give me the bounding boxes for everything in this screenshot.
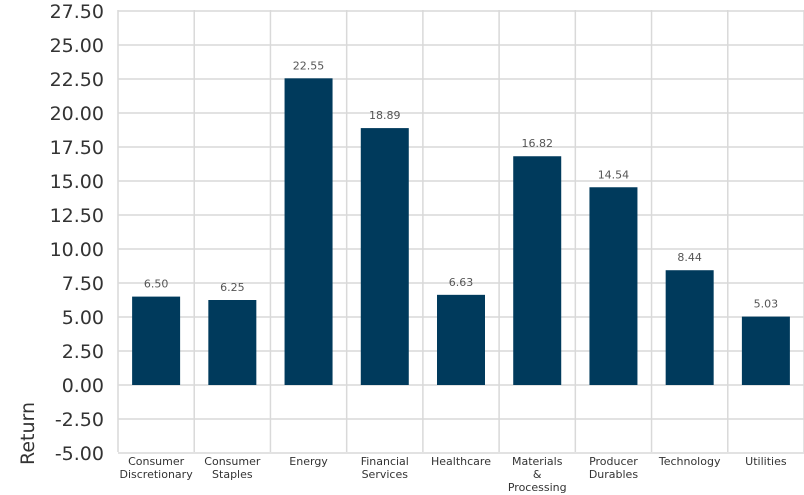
x-tick-label: Consumer Staples <box>204 455 261 481</box>
data-label: 6.50 <box>144 278 169 291</box>
y-tick-label: 5.00 <box>62 307 104 329</box>
y-tick-label: 0.00 <box>62 375 104 397</box>
data-label: 5.03 <box>754 298 779 311</box>
x-tick-label: Financial Services <box>361 455 409 481</box>
data-label: 8.44 <box>677 251 702 264</box>
bar <box>360 128 409 385</box>
x-tick-label: Healthcare <box>431 455 491 468</box>
y-tick-label: -2.50 <box>55 409 104 431</box>
y-tick-label: 22.50 <box>50 69 104 91</box>
bar <box>665 270 714 385</box>
y-tick-label: 12.50 <box>50 205 104 227</box>
x-tick-label: Technology <box>658 455 721 468</box>
data-labels: 6.50 6.25 22.55 18.89 6.63 16.82 14.54 8.44 5.03 <box>144 59 778 310</box>
data-label: 16.82 <box>521 137 553 150</box>
data-label: 22.55 <box>293 59 325 72</box>
bar <box>437 294 485 385</box>
bar <box>284 78 333 385</box>
y-tick-label: 27.50 <box>50 1 104 23</box>
y-tick-label: 15.00 <box>50 171 104 193</box>
x-tick-label: Energy <box>289 455 328 468</box>
data-label: 14.54 <box>598 168 630 181</box>
x-tick-label: Producer Durables <box>589 455 639 481</box>
bar <box>208 300 257 385</box>
bar <box>513 156 562 385</box>
data-label: 6.63 <box>449 276 474 289</box>
bars <box>132 78 790 385</box>
x-tick-label: Materials & Processing <box>508 455 567 494</box>
data-label: 6.25 <box>220 281 245 294</box>
y-tick-label: 2.50 <box>62 341 104 363</box>
x-tick-label: Consumer Discretionary <box>120 455 194 481</box>
y-axis-label: Return <box>17 402 39 465</box>
y-tick-label: 7.50 <box>62 273 104 295</box>
y-tick-label: 20.00 <box>50 103 104 125</box>
y-axis-ticks: 27.50 25.00 22.50 20.00 17.50 15.00 12.50 10.00… <box>50 1 104 465</box>
x-axis-ticks: Consumer Discretionary Consumer Staples Ener… <box>120 455 787 494</box>
bar <box>589 187 638 385</box>
y-tick-label: 10.00 <box>50 239 104 261</box>
bar <box>741 316 790 385</box>
data-label: 18.89 <box>369 109 401 122</box>
bar <box>132 296 181 385</box>
y-tick-label: -5.00 <box>55 443 104 465</box>
grid-lines <box>117 10 804 454</box>
y-tick-label: 17.50 <box>50 137 104 159</box>
x-tick-label: Utilities <box>745 455 787 468</box>
y-tick-label: 25.00 <box>50 35 104 57</box>
